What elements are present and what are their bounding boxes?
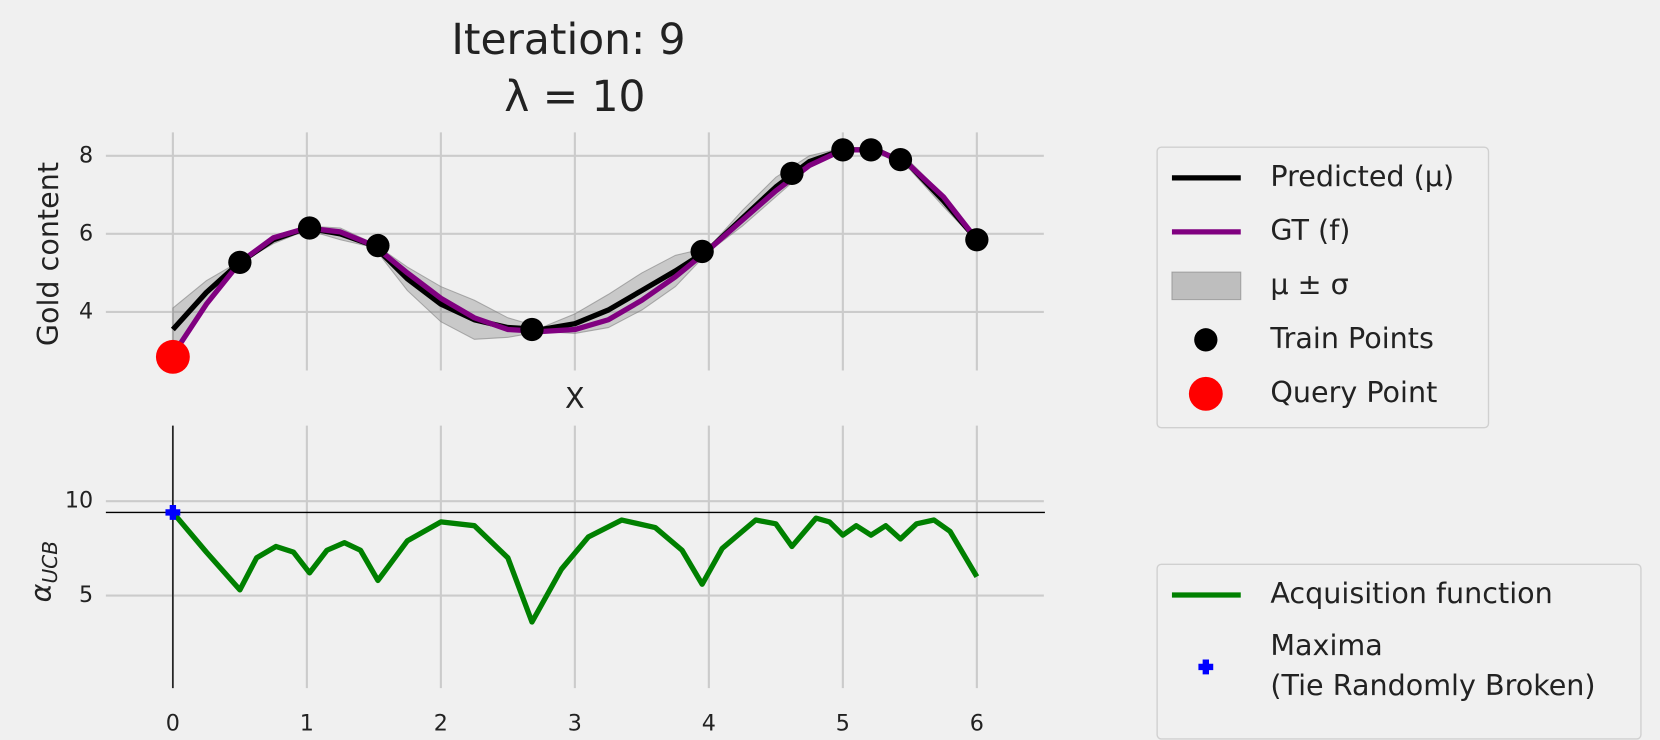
legend: Acquisition function Maxima (Tie Randomly … bbox=[1156, 563, 1642, 740]
legend: Predicted (μ) GT (f) μ ± σ Train Points Quer… bbox=[1156, 146, 1490, 429]
legend-label: Train Points bbox=[1269, 321, 1434, 355]
legend-label: Acquisition function bbox=[1270, 576, 1552, 610]
legend-item: Query Point bbox=[1188, 375, 1437, 411]
marker bbox=[366, 233, 390, 258]
legend-item: Maxima (Tie Randomly Broken) bbox=[1198, 628, 1596, 702]
x-tick-label: 4 bbox=[702, 711, 716, 737]
x-tick-label: 2 bbox=[434, 711, 448, 737]
marker bbox=[780, 161, 804, 185]
legend-label: Predicted (μ) bbox=[1270, 159, 1454, 193]
legend-label: GT (f) bbox=[1270, 213, 1350, 247]
marker bbox=[859, 138, 883, 162]
marker bbox=[690, 239, 714, 264]
legend-item: Predicted (μ) bbox=[1171, 159, 1454, 193]
y-tick-label: 10 bbox=[65, 488, 93, 514]
y-tick-label: 4 bbox=[79, 298, 93, 324]
marker bbox=[888, 148, 913, 172]
marker bbox=[520, 317, 544, 342]
legend-item: Train Points bbox=[1194, 321, 1434, 355]
legend-swatch bbox=[1188, 376, 1223, 411]
x-tick-label: 0 bbox=[166, 711, 180, 737]
chart-subtitle: λ = 10 bbox=[504, 72, 645, 121]
y-axis-label: Gold content bbox=[31, 162, 65, 346]
legend-box bbox=[1156, 146, 1490, 429]
y-tick-label: 8 bbox=[79, 142, 93, 168]
y-axis-label-main: α bbox=[23, 583, 57, 602]
legend-item: μ ± σ bbox=[1171, 267, 1349, 301]
legend-swatch bbox=[1171, 271, 1242, 301]
legend-swatch bbox=[1194, 328, 1218, 352]
legend-label: (Tie Randomly Broken) bbox=[1270, 668, 1595, 702]
legend-item: Acquisition function bbox=[1171, 576, 1553, 610]
x-tick-label: 1 bbox=[300, 711, 314, 737]
marker bbox=[297, 216, 322, 240]
y-axis-label-sub: UCB bbox=[37, 541, 61, 584]
legend-box bbox=[1156, 563, 1642, 740]
x-tick-label: 6 bbox=[970, 711, 984, 737]
marker bbox=[228, 250, 252, 275]
y-tick-label: 5 bbox=[79, 582, 93, 608]
legend-label: Maxima bbox=[1270, 628, 1382, 662]
marker bbox=[831, 138, 855, 162]
y-axis-label: αUCB bbox=[23, 541, 61, 602]
line bbox=[170, 510, 980, 625]
x-tick-label: 5 bbox=[836, 711, 850, 737]
marker bbox=[965, 228, 989, 252]
legend-label: Query Point bbox=[1270, 375, 1437, 409]
legend-item: GT (f) bbox=[1171, 213, 1350, 247]
legend-swatch bbox=[1198, 659, 1214, 675]
legend-label: μ ± σ bbox=[1270, 267, 1348, 301]
x-axis-label: X bbox=[565, 381, 585, 415]
y-tick-label: 6 bbox=[79, 220, 93, 246]
x-tick-label: 3 bbox=[568, 711, 582, 737]
marker bbox=[155, 339, 190, 374]
chart-title: Iteration: 9 bbox=[451, 15, 685, 64]
marker bbox=[165, 505, 181, 520]
